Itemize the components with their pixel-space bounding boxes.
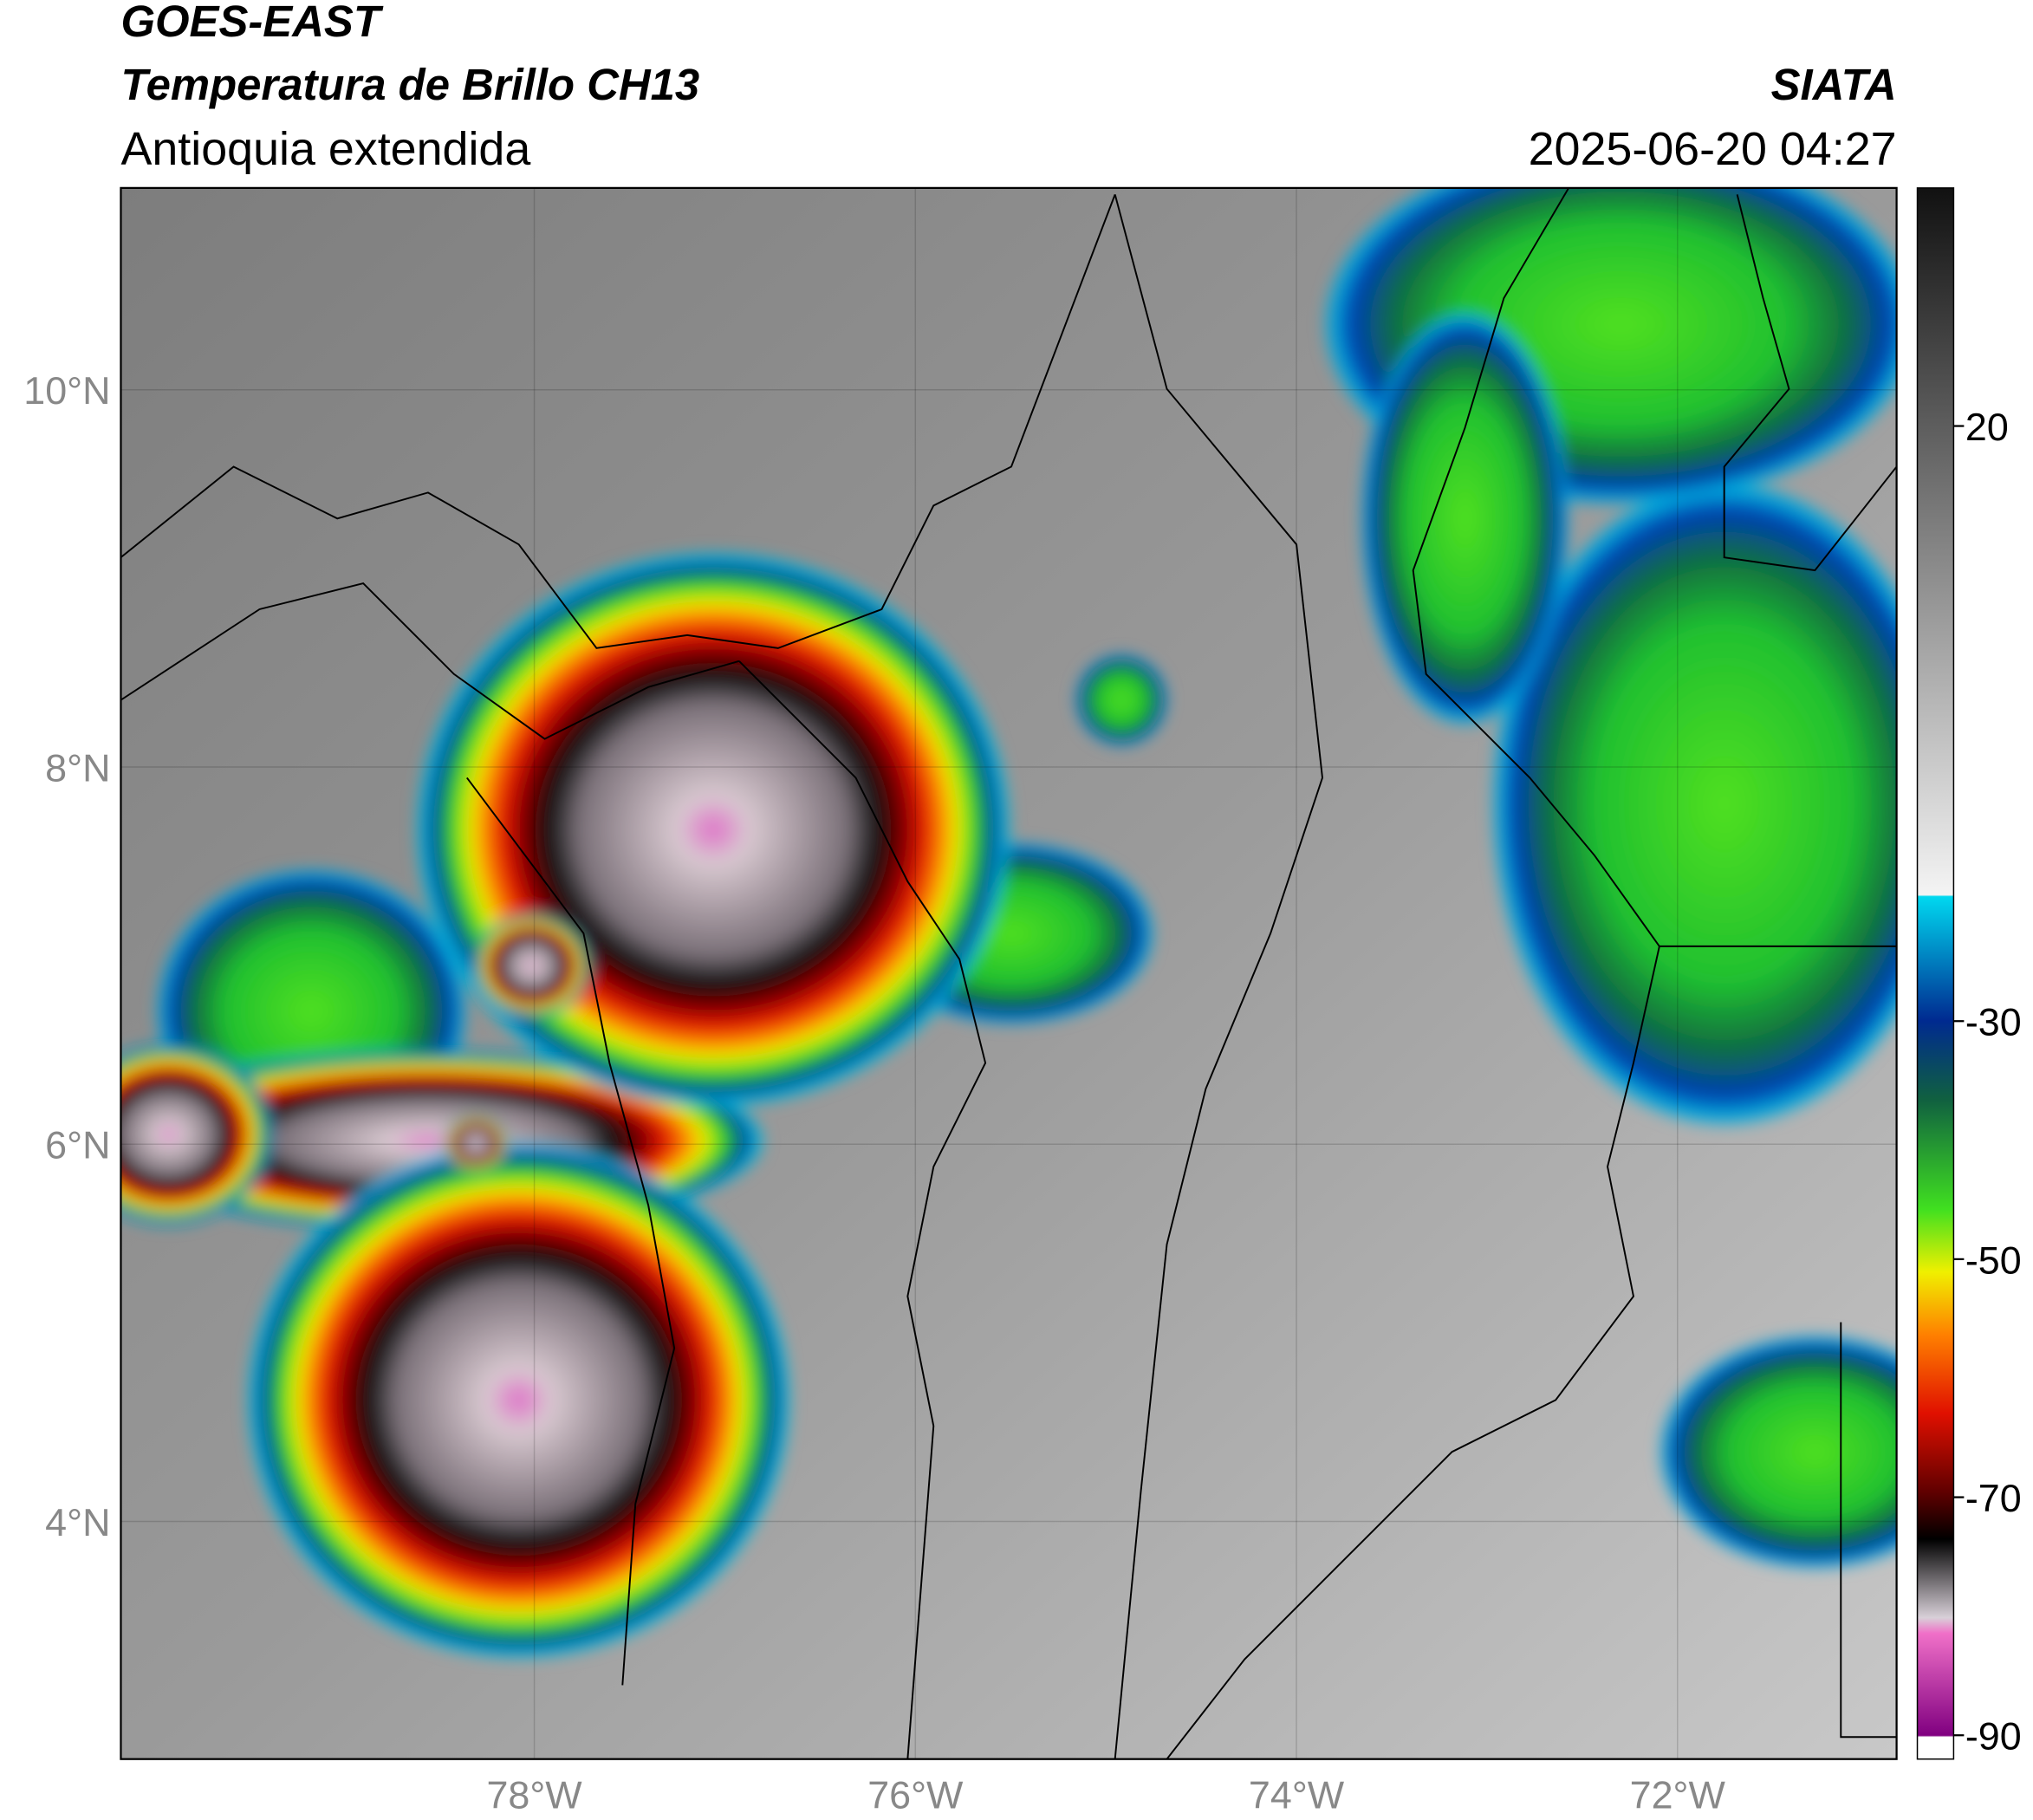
- colorbar-tick-label: -30: [1965, 1000, 2022, 1044]
- colorbar-tick-label: -70: [1965, 1476, 2022, 1520]
- lon-tick-label: 74°W: [1249, 1773, 1345, 1817]
- product: Temperatura de Brillo CH13: [120, 60, 699, 109]
- datetime: 2025-06-20 04:27: [1529, 123, 1897, 175]
- map-frame: [120, 186, 1898, 1760]
- region: Antioquia extendida: [120, 123, 530, 175]
- satellite: GOES-EAST: [120, 0, 383, 46]
- colorbar-tick-label: -50: [1965, 1238, 2022, 1282]
- colorbar-tick-label: 20: [1965, 405, 2009, 449]
- lon-tick-label: 76°W: [867, 1773, 964, 1817]
- lon-tick-label: 78°W: [486, 1773, 582, 1817]
- lon-tick-label: 72°W: [1630, 1773, 1726, 1817]
- colorbar: [1916, 187, 1955, 1760]
- colorbar-tick-label: -90: [1965, 1714, 2022, 1758]
- graticule: [120, 187, 1897, 1759]
- lat-tick-label: 8°N: [45, 745, 110, 790]
- lat-tick-label: 6°N: [45, 1123, 110, 1167]
- source: SIATA: [1771, 60, 1897, 109]
- lat-tick-label: 4°N: [45, 1500, 110, 1544]
- lat-tick-label: 10°N: [23, 368, 110, 413]
- satellite-image: [120, 187, 1897, 1759]
